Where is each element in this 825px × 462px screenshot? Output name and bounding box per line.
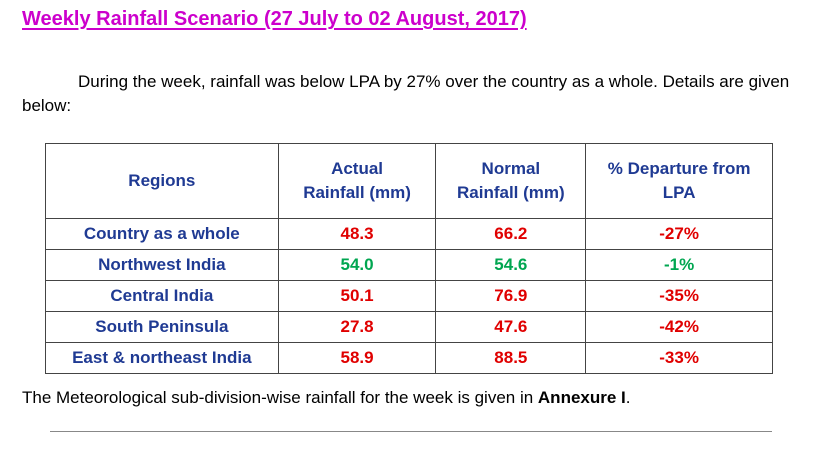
header-actual-line1: Actual xyxy=(331,159,384,178)
rainfall-table: Regions Actual Rainfall (mm) Normal Rain… xyxy=(45,143,773,374)
region-cell: South Peninsula xyxy=(45,311,279,343)
footer-text: The Meteorological sub-division-wise rai… xyxy=(22,388,538,407)
actual-rainfall-cell: 58.9 xyxy=(277,342,437,374)
region-cell: Northwest India xyxy=(45,249,279,281)
table-row: Country as a whole 48.3 66.2 -27% xyxy=(45,218,773,250)
table-header-row: Regions Actual Rainfall (mm) Normal Rain… xyxy=(45,143,773,219)
departure-cell: -42% xyxy=(585,311,773,343)
table-row: East & northeast India 58.9 88.5 -33% xyxy=(45,342,773,374)
normal-rainfall-cell: 66.2 xyxy=(435,218,587,250)
region-cell: Central India xyxy=(45,280,279,312)
table-row: Central India 50.1 76.9 -35% xyxy=(45,280,773,312)
normal-rainfall-cell: 88.5 xyxy=(435,342,587,374)
header-regions: Regions xyxy=(45,143,279,219)
departure-cell: -1% xyxy=(585,249,773,281)
header-departure-line1: % Departure from xyxy=(607,159,751,178)
table-row: Northwest India 54.0 54.6 -1% xyxy=(45,249,773,281)
actual-rainfall-cell: 27.8 xyxy=(277,311,437,343)
region-cell: Country as a whole xyxy=(45,218,279,250)
header-departure-line2: LPA xyxy=(662,183,696,202)
footer-end: . xyxy=(625,388,631,407)
actual-rainfall-cell: 48.3 xyxy=(277,218,437,250)
header-normal-line1: Normal xyxy=(481,159,541,178)
intro-paragraph: During the week, rainfall was below LPA … xyxy=(22,72,790,115)
region-cell: East & northeast India xyxy=(45,342,279,374)
header-regions-label: Regions xyxy=(128,171,196,190)
normal-rainfall-cell: 54.6 xyxy=(435,249,587,281)
page-title: Weekly Rainfall Scenario (27 July to 02 … xyxy=(22,8,527,30)
header-departure: % Departure from LPA xyxy=(585,143,773,219)
footer-note: The Meteorological sub-division-wise rai… xyxy=(22,388,631,408)
annexure-reference: Annexure I xyxy=(537,388,626,407)
header-actual-rainfall: Actual Rainfall (mm) xyxy=(277,143,437,219)
normal-rainfall-cell: 47.6 xyxy=(435,311,587,343)
header-actual-line2: Rainfall (mm) xyxy=(303,183,411,202)
divider-line xyxy=(50,431,772,432)
header-normal-line2: Rainfall (mm) xyxy=(456,183,565,202)
actual-rainfall-cell: 54.0 xyxy=(277,249,437,281)
departure-cell: -35% xyxy=(585,280,773,312)
header-normal-rainfall: Normal Rainfall (mm) xyxy=(435,143,587,219)
table-row: South Peninsula 27.8 47.6 -42% xyxy=(45,311,773,343)
normal-rainfall-cell: 76.9 xyxy=(435,280,587,312)
actual-rainfall-cell: 50.1 xyxy=(277,280,437,312)
departure-cell: -33% xyxy=(585,342,773,374)
departure-cell: -27% xyxy=(585,218,773,250)
